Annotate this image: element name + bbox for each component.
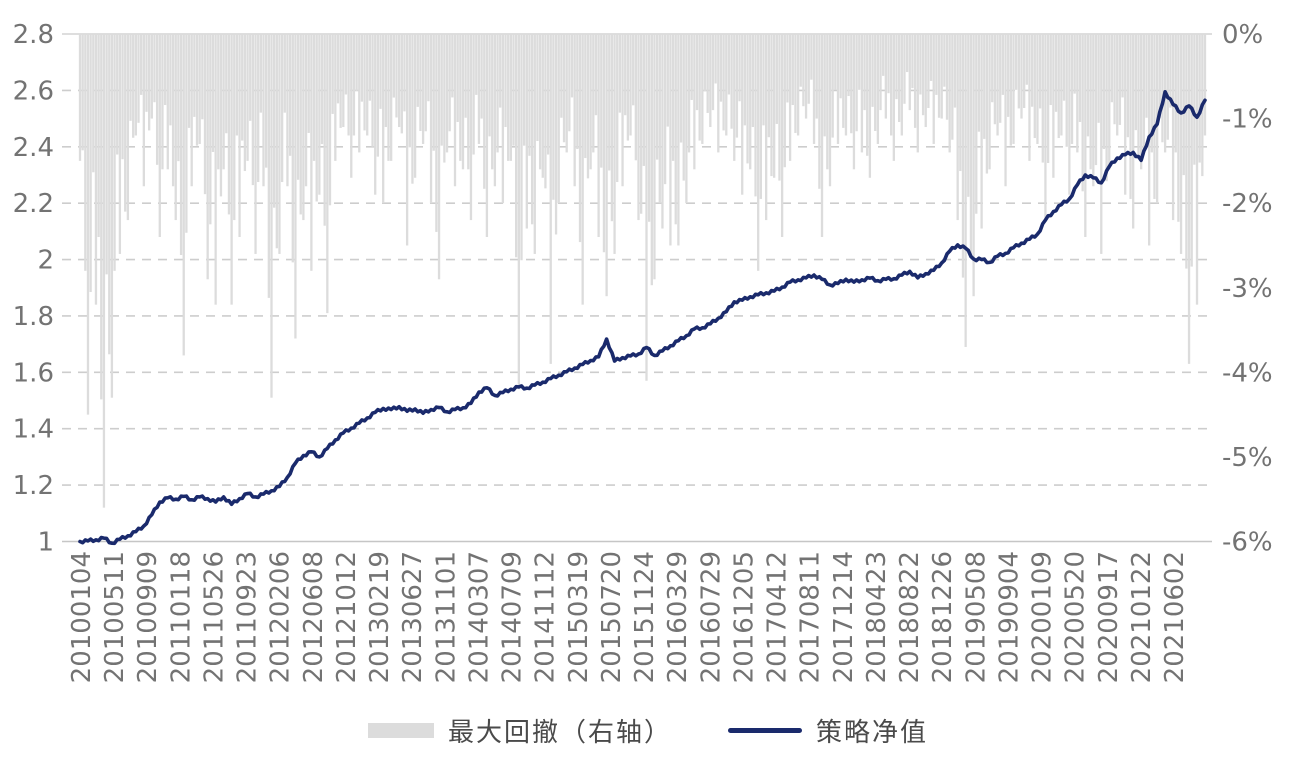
x-axis-tick-label: 20200109 [1028,551,1058,683]
nav-line-swatch [728,728,802,733]
x-axis-tick-label: 20181226 [928,551,958,683]
legend-item-nav: 策略净值 [728,712,928,749]
x-axis-tick-label: 20171214 [829,551,859,683]
x-axis-tick-label: 20150319 [564,551,594,683]
right-axis-tick-label: -4% [1222,358,1273,388]
x-axis-tick-label: 20180423 [862,551,892,683]
legend-label-drawdown: 最大回撤（右轴） [447,718,672,748]
left-axis-tick-label: 1.4 [13,415,54,445]
left-axis-tick-label: 2.4 [13,133,54,163]
x-axis-tick-label: 20170412 [763,551,793,683]
left-axis-tick-label: 2 [37,246,54,276]
x-axis-tick-label: 20210602 [1160,551,1190,683]
x-axis-tick-label: 20141112 [531,551,561,683]
x-axis-tick-label: 20190508 [961,551,991,683]
nav-line-series [78,90,1207,546]
right-axis-tick-label: -1% [1222,105,1273,135]
right-axis-tick-label: 0% [1222,20,1263,50]
left-axis-tick-label: 2.8 [13,20,54,50]
x-axis-tick-label: 20100511 [100,551,130,683]
x-axis-tick-label: 20130627 [398,551,428,683]
x-axis-tick-label: 20180822 [895,551,925,683]
x-axis-tick-label: 20120608 [299,551,329,683]
x-axis-tick-label: 20100104 [67,551,97,683]
left-axis-tick-label: 1.8 [13,302,54,332]
x-axis-tick-label: 20120206 [266,551,296,683]
drawdown-area-swatch [367,723,434,738]
right-axis-tick-label: -6% [1222,528,1273,558]
left-axis-tick-label: 2.6 [13,76,54,106]
x-axis-tick-label: 20121012 [332,551,362,683]
left-axis-tick-label: 1 [37,528,54,558]
x-axis-tick-label: 20140709 [498,551,528,683]
legend-label-nav: 策略净值 [816,718,929,748]
x-axis-tick-label: 20200917 [1094,551,1124,683]
x-axis-tick-label: 20100909 [133,551,163,683]
right-axis-tick-label: -2% [1222,189,1273,219]
x-axis-tick-label: 20190904 [994,551,1024,683]
chart-legend: 最大回撤（右轴） 策略净值 [0,712,1296,749]
x-axis-tick-label: 20150720 [597,551,627,683]
right-axis-tick-label: -3% [1222,274,1273,304]
x-axis-tick-label: 20131101 [431,551,461,683]
x-axis-tick-label: 20110923 [233,551,263,683]
x-axis-tick-label: 20130219 [365,551,395,683]
x-axis-tick-label: 20160329 [663,551,693,683]
left-axis-tick-label: 1.6 [13,358,54,388]
legend-item-drawdown: 最大回撤（右轴） [367,712,672,749]
left-axis-tick-label: 1.2 [13,471,54,501]
x-axis-tick-label: 20110526 [199,551,229,683]
x-axis-tick-label: 20161205 [729,551,759,683]
drawdown-area-series [78,34,1207,508]
x-axis-tick-label: 20110118 [166,551,196,683]
x-axis-tick-label: 20200520 [1061,551,1091,683]
x-axis-tick-label: 20210122 [1127,551,1157,683]
x-axis-tick-label: 20160729 [696,551,726,683]
x-axis-tick-label: 20151124 [630,551,660,683]
x-axis-tick-label: 20170811 [796,551,826,683]
right-axis-tick-label: -5% [1222,443,1273,473]
x-axis-tick-label: 20140307 [464,551,494,683]
left-axis-tick-label: 2.2 [13,189,54,219]
